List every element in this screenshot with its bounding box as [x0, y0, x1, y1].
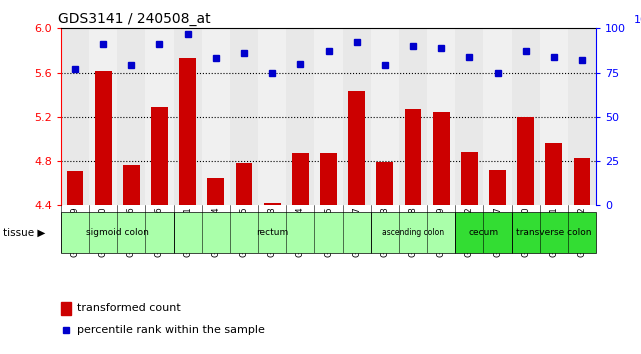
- Bar: [455, 28, 483, 205]
- Bar: [489, 170, 506, 354]
- Bar: [512, 28, 540, 205]
- Bar: [455, 212, 512, 253]
- Text: 100%: 100%: [633, 15, 641, 25]
- Bar: [202, 28, 230, 205]
- Bar: [263, 203, 281, 354]
- Bar: [174, 212, 370, 253]
- Bar: [404, 109, 422, 354]
- Text: transverse colon: transverse colon: [516, 228, 592, 237]
- Bar: [315, 28, 342, 205]
- Bar: [376, 162, 394, 354]
- Bar: [399, 28, 427, 205]
- Bar: [348, 91, 365, 354]
- Bar: [540, 28, 568, 205]
- Bar: [320, 153, 337, 354]
- Bar: [123, 166, 140, 354]
- Bar: [61, 212, 174, 253]
- Text: ascending colon: ascending colon: [382, 228, 444, 237]
- Bar: [292, 153, 309, 354]
- Bar: [146, 28, 174, 205]
- Bar: [67, 171, 83, 354]
- Text: cecum: cecum: [469, 228, 499, 237]
- Text: sigmoid colon: sigmoid colon: [86, 228, 149, 237]
- Bar: [61, 28, 89, 205]
- Bar: [545, 143, 562, 354]
- Bar: [574, 158, 590, 354]
- Bar: [427, 28, 455, 205]
- Bar: [230, 28, 258, 205]
- Bar: [179, 58, 196, 354]
- Bar: [287, 28, 315, 205]
- Bar: [174, 28, 202, 205]
- Bar: [517, 117, 534, 354]
- Bar: [208, 178, 224, 354]
- Bar: [461, 152, 478, 354]
- Text: rectum: rectum: [256, 228, 288, 237]
- Bar: [61, 302, 71, 315]
- Text: percentile rank within the sample: percentile rank within the sample: [77, 325, 265, 336]
- Bar: [483, 28, 512, 205]
- Text: GDS3141 / 240508_at: GDS3141 / 240508_at: [58, 12, 211, 26]
- Text: tissue ▶: tissue ▶: [3, 228, 46, 238]
- Bar: [151, 107, 168, 354]
- Bar: [370, 212, 455, 253]
- Bar: [568, 28, 596, 205]
- Bar: [235, 163, 253, 354]
- Bar: [258, 28, 287, 205]
- Bar: [433, 113, 449, 354]
- Bar: [95, 72, 112, 354]
- Bar: [89, 28, 117, 205]
- Bar: [117, 28, 146, 205]
- Bar: [370, 28, 399, 205]
- Text: transformed count: transformed count: [77, 303, 181, 313]
- Bar: [512, 212, 596, 253]
- Bar: [342, 28, 370, 205]
